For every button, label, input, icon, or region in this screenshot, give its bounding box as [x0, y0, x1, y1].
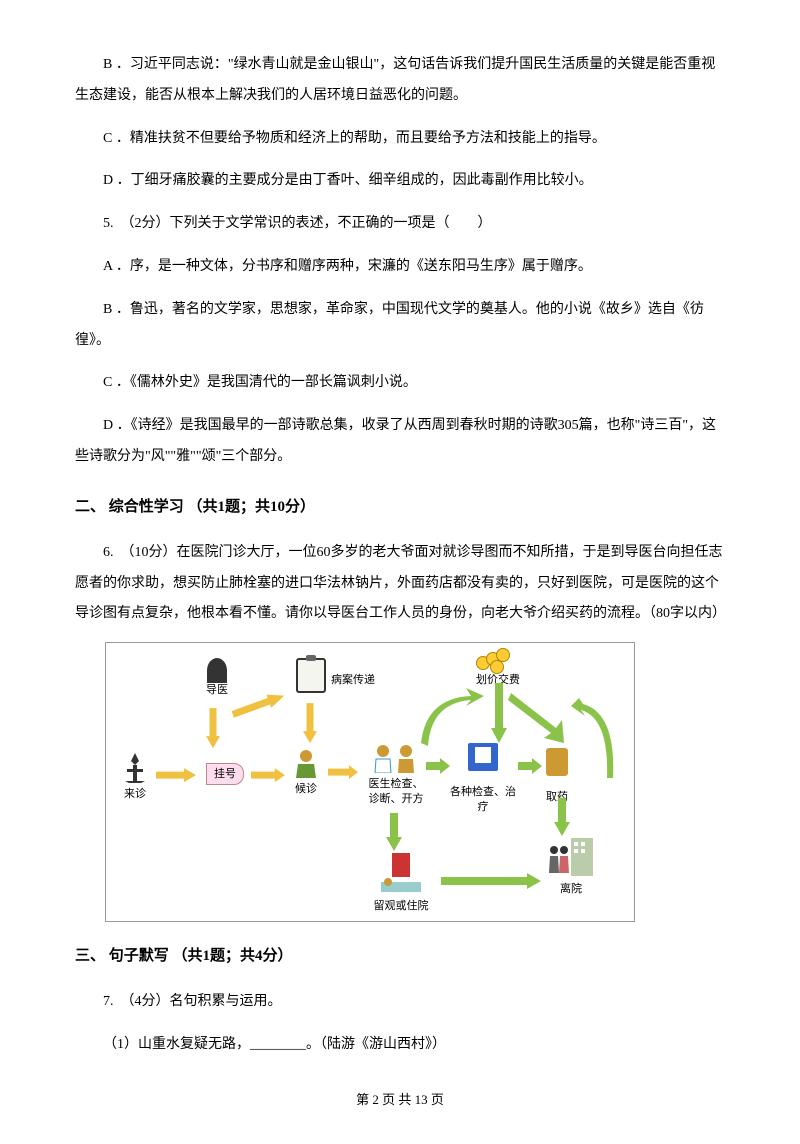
arrow-icon [491, 683, 507, 743]
arrow-icon [303, 703, 317, 743]
arrow-icon [571, 698, 621, 788]
q4-option-c: C ．精准扶贫不但要给予物质和经济上的帮助，而且要给予方法和技能上的指导。 [75, 124, 725, 155]
arrow-icon [206, 708, 220, 748]
arrow-icon [554, 798, 570, 836]
q4-option-b: B ．习近平同志说："绿水青山就是金山银山"，这句话告诉我们提升国民生活质量的关… [75, 50, 725, 112]
q5-option-a: A ．序，是一种文体，分书序和赠序两种，宋濂的《送东阳马生序》属于赠序。 [75, 252, 725, 283]
arrow-icon [328, 765, 358, 779]
node-houzhen: 候诊 [295, 783, 317, 795]
page-footer: 第 2 页 共 13 页 [75, 1086, 725, 1115]
arrow-icon [386, 813, 402, 851]
arrow-icon [416, 688, 486, 748]
arrow-icon [230, 689, 286, 721]
q5-option-d: D ．《诗经》是我国最早的一部诗歌总集，收录了从西周到春秋时期的诗歌305篇，也… [75, 411, 725, 473]
q4-option-d: D ．丁细牙痛胶囊的主要成分是由丁香叶、细辛组成的，因此毒副作用比较小。 [75, 166, 725, 197]
hospital-flowchart: 导医 病案传递 划价交费 来诊 挂号 候诊 医生检查、 诊断、开方 各种检查、治… [105, 642, 635, 922]
arrow-icon [251, 768, 285, 782]
q7-sub1: （1）山重水复疑无路，________。（陆游《游山西村》） [75, 1030, 725, 1061]
node-daoyi: 导医 [206, 684, 228, 696]
arrow-icon [441, 873, 541, 889]
node-liyuan: 离院 [560, 883, 582, 895]
q5-option-b: B ．鲁迅，著名的文学家，思想家，革命家，中国现代文学的奠基人。他的小说《故乡》… [75, 295, 725, 357]
node-laizhen: 来诊 [124, 788, 146, 800]
section-2-title: 二、 综合性学习 （共1题；共10分） [75, 491, 725, 524]
node-jiancha: 各种检查、治疗 [450, 786, 516, 812]
q6-stem: 6. （10分）在医院门诊大厅，一位60多岁的老大爷面对就诊导图而不知所措，于是… [75, 538, 725, 630]
node-liuguan: 留观或住院 [374, 900, 429, 912]
q7-stem: 7. （4分）名句积累与运用。 [75, 987, 725, 1018]
node-bingan: 病案传递 [331, 673, 375, 687]
arrow-icon [518, 758, 542, 774]
q5-stem: 5. （2分）下列关于文学常识的表述，不正确的一项是（ ） [75, 209, 725, 240]
arrow-icon [506, 688, 566, 753]
node-yisheng: 医生检查、 诊断、开方 [369, 778, 424, 804]
arrow-icon [156, 768, 196, 782]
section-3-title: 三、 句子默写 （共1题；共4分） [75, 940, 725, 973]
node-guahao: 挂号 [206, 763, 244, 785]
arrow-icon [426, 758, 450, 774]
q5-option-c: C ．《儒林外史》是我国清代的一部长篇讽刺小说。 [75, 368, 725, 399]
